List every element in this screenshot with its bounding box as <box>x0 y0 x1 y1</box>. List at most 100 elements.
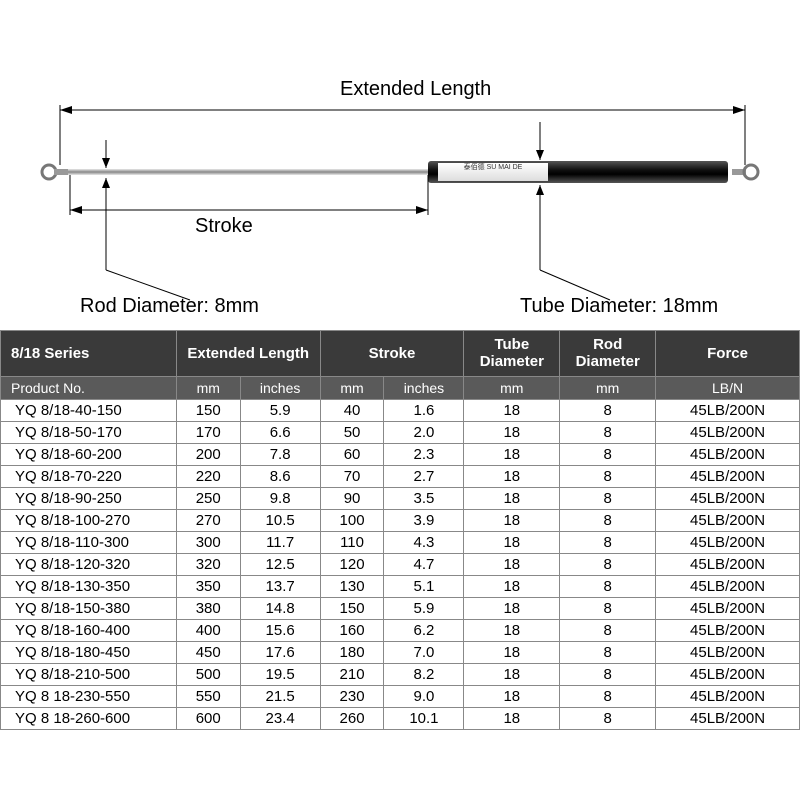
table-cell: 45LB/200N <box>656 554 800 576</box>
table-cell: 18 <box>464 400 560 422</box>
table-cell: 180 <box>320 642 384 664</box>
col-rod-diameter: Rod Diameter <box>560 331 656 377</box>
table-cell: 45LB/200N <box>656 576 800 598</box>
table-cell: YQ 8/18-180-450 <box>1 642 177 664</box>
table-cell: 8 <box>560 466 656 488</box>
table-cell: 18 <box>464 488 560 510</box>
table-cell: YQ 8 18-260-600 <box>1 708 177 730</box>
table-cell: 18 <box>464 708 560 730</box>
table-cell: 21.5 <box>240 686 320 708</box>
col-stroke: Stroke <box>320 331 464 377</box>
sub-rod-mm: mm <box>560 377 656 400</box>
table-cell: 8 <box>560 444 656 466</box>
table-cell: 270 <box>176 510 240 532</box>
table-row: YQ 8/18-160-40040015.61606.218845LB/200N <box>1 620 800 642</box>
table-cell: 18 <box>464 422 560 444</box>
table-cell: YQ 8/18-130-350 <box>1 576 177 598</box>
table-cell: 380 <box>176 598 240 620</box>
table-cell: 18 <box>464 642 560 664</box>
table-row: YQ 8/18-70-2202208.6702.718845LB/200N <box>1 466 800 488</box>
table-cell: 350 <box>176 576 240 598</box>
extended-length-label: Extended Length <box>340 78 491 101</box>
table-cell: 60 <box>320 444 384 466</box>
table-cell: 210 <box>320 664 384 686</box>
table-cell: YQ 8/18-160-400 <box>1 620 177 642</box>
sub-product-no: Product No. <box>1 377 177 400</box>
table-row: YQ 8/18-210-50050019.52108.218845LB/200N <box>1 664 800 686</box>
table-cell: 18 <box>464 576 560 598</box>
table-cell: 220 <box>176 466 240 488</box>
table-cell: 160 <box>320 620 384 642</box>
table-row: YQ 8 18-260-60060023.426010.118845LB/200… <box>1 708 800 730</box>
table-cell: 8 <box>560 708 656 730</box>
table-row: YQ 8 18-230-55055021.52309.018845LB/200N <box>1 686 800 708</box>
sub-stroke-mm: mm <box>320 377 384 400</box>
table-cell: YQ 8/18-40-150 <box>1 400 177 422</box>
table-cell: 110 <box>320 532 384 554</box>
table-cell: YQ 8/18-110-300 <box>1 532 177 554</box>
table-cell: 8.2 <box>384 664 464 686</box>
table-cell: 45LB/200N <box>656 400 800 422</box>
table-row: YQ 8/18-180-45045017.61807.018845LB/200N <box>1 642 800 664</box>
table-cell: YQ 8/18-150-380 <box>1 598 177 620</box>
table-cell: 3.5 <box>384 488 464 510</box>
table-cell: 45LB/200N <box>656 532 800 554</box>
table-cell: 8 <box>560 576 656 598</box>
table-cell: 100 <box>320 510 384 532</box>
table-row: YQ 8/18-50-1701706.6502.018845LB/200N <box>1 422 800 444</box>
table-cell: 5.9 <box>384 598 464 620</box>
table-row: YQ 8/18-100-27027010.51003.918845LB/200N <box>1 510 800 532</box>
table-cell: 320 <box>176 554 240 576</box>
table-cell: 18 <box>464 510 560 532</box>
table-cell: 400 <box>176 620 240 642</box>
table-cell: 8 <box>560 664 656 686</box>
rod-diameter-label: Rod Diameter: 8mm <box>80 295 259 318</box>
table-cell: YQ 8/18-90-250 <box>1 488 177 510</box>
table-cell: 8 <box>560 510 656 532</box>
table-cell: 230 <box>320 686 384 708</box>
table-cell: 150 <box>320 598 384 620</box>
table-cell: 45LB/200N <box>656 510 800 532</box>
table-cell: 8 <box>560 532 656 554</box>
table-cell: 17.6 <box>240 642 320 664</box>
col-tube-diameter: Tube Diameter <box>464 331 560 377</box>
table-cell: 8 <box>560 642 656 664</box>
table-cell: 200 <box>176 444 240 466</box>
table-cell: 23.4 <box>240 708 320 730</box>
table-cell: 4.3 <box>384 532 464 554</box>
table-cell: YQ 8/18-120-320 <box>1 554 177 576</box>
tube-diameter-label: Tube Diameter: 18mm <box>520 295 718 318</box>
table-cell: 18 <box>464 554 560 576</box>
table-cell: 250 <box>176 488 240 510</box>
table-cell: 2.3 <box>384 444 464 466</box>
table-cell: 18 <box>464 444 560 466</box>
table-cell: 8.6 <box>240 466 320 488</box>
sub-stroke-in: inches <box>384 377 464 400</box>
table-cell: 10.5 <box>240 510 320 532</box>
table-cell: YQ 8/18-60-200 <box>1 444 177 466</box>
table-row: YQ 8/18-120-32032012.51204.718845LB/200N <box>1 554 800 576</box>
table-cell: 45LB/200N <box>656 642 800 664</box>
table-cell: 8 <box>560 686 656 708</box>
table-row: YQ 8/18-110-30030011.71104.318845LB/200N <box>1 532 800 554</box>
table-cell: 45LB/200N <box>656 686 800 708</box>
table-cell: 3.9 <box>384 510 464 532</box>
table-cell: 45LB/200N <box>656 620 800 642</box>
table-cell: 18 <box>464 664 560 686</box>
table-cell: 13.7 <box>240 576 320 598</box>
sub-tube-mm: mm <box>464 377 560 400</box>
col-force: Force <box>656 331 800 377</box>
table-cell: 45LB/200N <box>656 664 800 686</box>
table-cell: 300 <box>176 532 240 554</box>
table-cell: 18 <box>464 466 560 488</box>
table-cell: 45LB/200N <box>656 444 800 466</box>
table-cell: 450 <box>176 642 240 664</box>
table-cell: 8 <box>560 554 656 576</box>
series-header: 8/18 Series <box>1 331 177 377</box>
table-cell: 40 <box>320 400 384 422</box>
stroke-label: Stroke <box>195 215 253 238</box>
table-cell: 4.7 <box>384 554 464 576</box>
spec-table-area: 8/18 Series Extended Length Stroke Tube … <box>0 330 800 730</box>
table-cell: 8 <box>560 488 656 510</box>
table-cell: 11.7 <box>240 532 320 554</box>
